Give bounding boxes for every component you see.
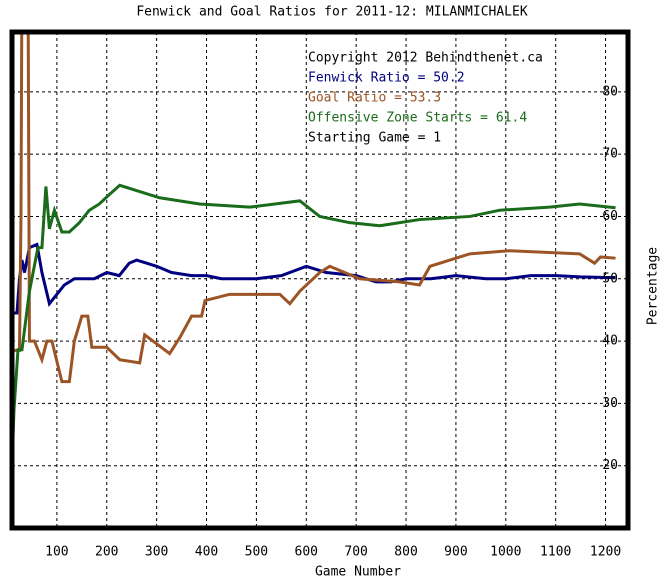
labels: 100 200 300 400 500 600 700 800 900 1000 1100 1200 2… xyxy=(45,51,621,560)
plot-lines xyxy=(12,32,616,466)
y-tick-label: 60 xyxy=(602,209,618,224)
x-tick-label: 100 xyxy=(45,545,68,560)
x-tick-label: 800 xyxy=(394,545,417,560)
chart-title: Fenwick and Goal Ratios for 2011-12: MIL… xyxy=(136,5,528,20)
legend-entry: Offensive Zone Starts = 61.4 xyxy=(308,111,527,126)
x-tick-label: 1000 xyxy=(490,545,521,560)
x-tick-label: 400 xyxy=(195,545,218,560)
series-line xyxy=(12,32,616,384)
series-line xyxy=(12,183,616,466)
x-tick-label: 1200 xyxy=(590,545,621,560)
series-line xyxy=(12,242,616,315)
x-tick-label: 1100 xyxy=(540,545,571,560)
legend-entry: Fenwick Ratio = 50.2 xyxy=(308,71,465,86)
x-tick-label: 200 xyxy=(95,545,118,560)
y-tick-label: 40 xyxy=(602,334,618,349)
y-tick-label: 80 xyxy=(602,84,618,99)
x-tick-label: 600 xyxy=(295,545,318,560)
y-tick-label: 30 xyxy=(602,396,618,411)
y-tick-label: 50 xyxy=(602,271,618,286)
x-tick-label: 500 xyxy=(245,545,268,560)
y-axis-label: Percentage xyxy=(646,247,661,325)
x-axis-label: Game Number xyxy=(315,565,401,580)
annotation: Starting Game = 1 xyxy=(308,131,441,146)
x-tick-label: 700 xyxy=(344,545,367,560)
plot-frame xyxy=(9,29,631,531)
y-tick-label: 20 xyxy=(602,458,618,473)
legend-entry: Goal Ratio = 53.3 xyxy=(308,91,441,106)
x-tick-label: 300 xyxy=(145,545,168,560)
x-tick-label: 900 xyxy=(444,545,467,560)
y-tick-label: 70 xyxy=(602,147,618,162)
annotation: Copyright 2012 Behindthenet.ca xyxy=(308,51,543,66)
